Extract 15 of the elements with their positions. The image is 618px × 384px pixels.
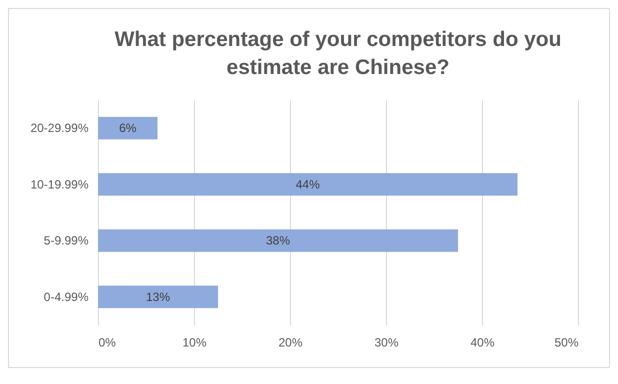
x-tick-label: 40% xyxy=(470,336,495,350)
data-label: 6% xyxy=(119,121,137,136)
x-tick-label: 50% xyxy=(554,336,579,350)
data-label: 13% xyxy=(146,290,170,304)
y-tick-label: 5-9.99% xyxy=(44,234,89,248)
x-tick-label: 20% xyxy=(278,336,303,350)
x-tick-label: 10% xyxy=(182,336,207,350)
y-tick-label: 20-29.99% xyxy=(30,121,89,136)
data-label: 38% xyxy=(266,234,290,248)
data-label: 44% xyxy=(296,177,320,192)
x-tick-label: 30% xyxy=(374,336,399,350)
x-tick-label: 0% xyxy=(98,336,116,350)
chart-title: What percentage of your competitors do you estimate are Chinese? xyxy=(114,28,562,79)
y-tick-label: 0-4.99% xyxy=(44,290,89,304)
y-tick-label: 10-19.99% xyxy=(30,177,89,192)
